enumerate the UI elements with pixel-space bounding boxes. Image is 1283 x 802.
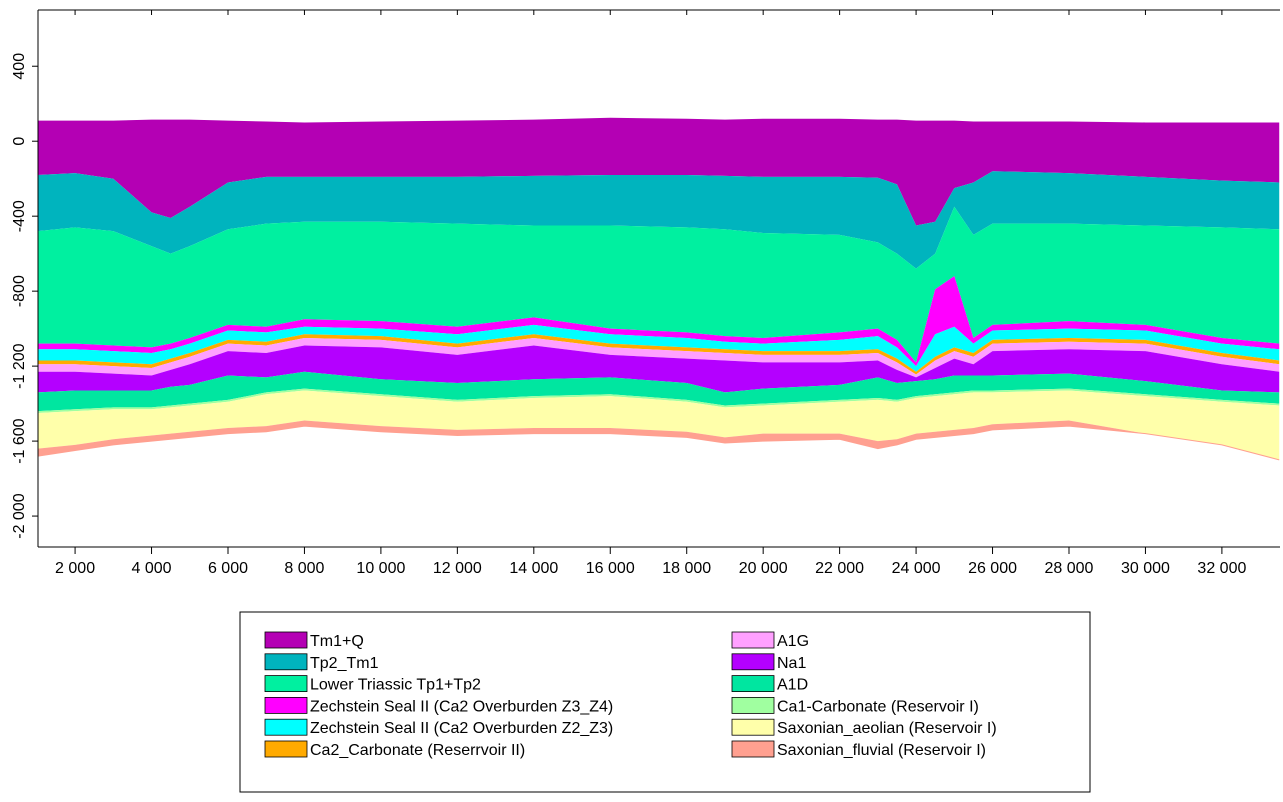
legend-label: Zechstein Seal II (Ca2 Overburden Z3_Z4) (310, 698, 613, 715)
legend-swatch (264, 631, 308, 649)
legend-label: Lower Triassic Tp1+Tp2 (310, 677, 481, 694)
legend-label: A1G (777, 633, 809, 650)
x-tick-label: 12 000 (433, 560, 482, 577)
x-tick-label: 14 000 (509, 560, 558, 577)
layer-area (38, 345, 1280, 393)
x-tick-label: 28 000 (1045, 560, 1094, 577)
x-tick-label: 20 000 (739, 560, 788, 577)
layer-area (38, 420, 1280, 460)
legend-swatch (731, 653, 775, 671)
legend-swatch (264, 740, 308, 758)
y-tick-label: -400 (11, 200, 28, 232)
x-tick-label: 24 000 (892, 560, 941, 577)
x-tick-label: 32 000 (1197, 560, 1246, 577)
legend-swatch (731, 697, 775, 714)
layer-area (38, 117, 1280, 226)
legend-label: Zechstein Seal II (Ca2 Overburden Z2_Z3) (310, 720, 613, 737)
legend-label: Ca2_Carbonate (Reserrvoir II) (310, 742, 525, 759)
legend-swatch (264, 718, 308, 736)
layer-area (38, 206, 1280, 363)
x-tick-label: 6 000 (208, 560, 248, 577)
legend-swatch (731, 740, 775, 758)
y-tick-label: -1 600 (11, 418, 28, 463)
legend-label: Tm1+Q (310, 633, 364, 650)
legend-label: Tp2_Tm1 (310, 655, 379, 672)
x-tick-label: 10 000 (356, 560, 405, 577)
legend-label: A1D (777, 677, 808, 694)
legend-label: Na1 (777, 655, 806, 672)
y-tick-label: -800 (11, 275, 28, 307)
x-tick-label: 4 000 (132, 560, 172, 577)
layer-area (38, 171, 1280, 269)
x-tick-label: 30 000 (1121, 560, 1170, 577)
x-tick-label: 22 000 (815, 560, 864, 577)
legend-swatch (264, 653, 308, 671)
legend-label: Saxonian_fluvial (Reservoir I) (777, 742, 986, 759)
legend-label: Saxonian_aeolian (Reservoir I) (777, 720, 997, 737)
x-tick-label: 18 000 (662, 560, 711, 577)
legend-swatch (264, 697, 308, 714)
legend-swatch (731, 675, 775, 692)
y-tick-label: -1 200 (11, 343, 28, 388)
legend-swatch (731, 718, 775, 736)
y-tick-label: -2 000 (11, 493, 28, 538)
legend-label: Ca1-Carbonate (Reservoir I) (777, 698, 979, 715)
x-tick-label: 2 000 (55, 560, 95, 577)
base-line (37, 425, 1280, 461)
plot-area (37, 117, 1280, 461)
y-tick-label: 0 (11, 137, 28, 146)
x-tick-label: 8 000 (284, 560, 324, 577)
layer-area (38, 371, 1280, 412)
x-tick-label: 16 000 (586, 560, 635, 577)
layer-area (38, 390, 1280, 460)
legend-swatch (264, 675, 308, 692)
legend-swatch (731, 631, 775, 649)
y-tick-label: 400 (11, 53, 28, 80)
x-tick-label: 26 000 (968, 560, 1017, 577)
legend-box (239, 611, 1091, 793)
